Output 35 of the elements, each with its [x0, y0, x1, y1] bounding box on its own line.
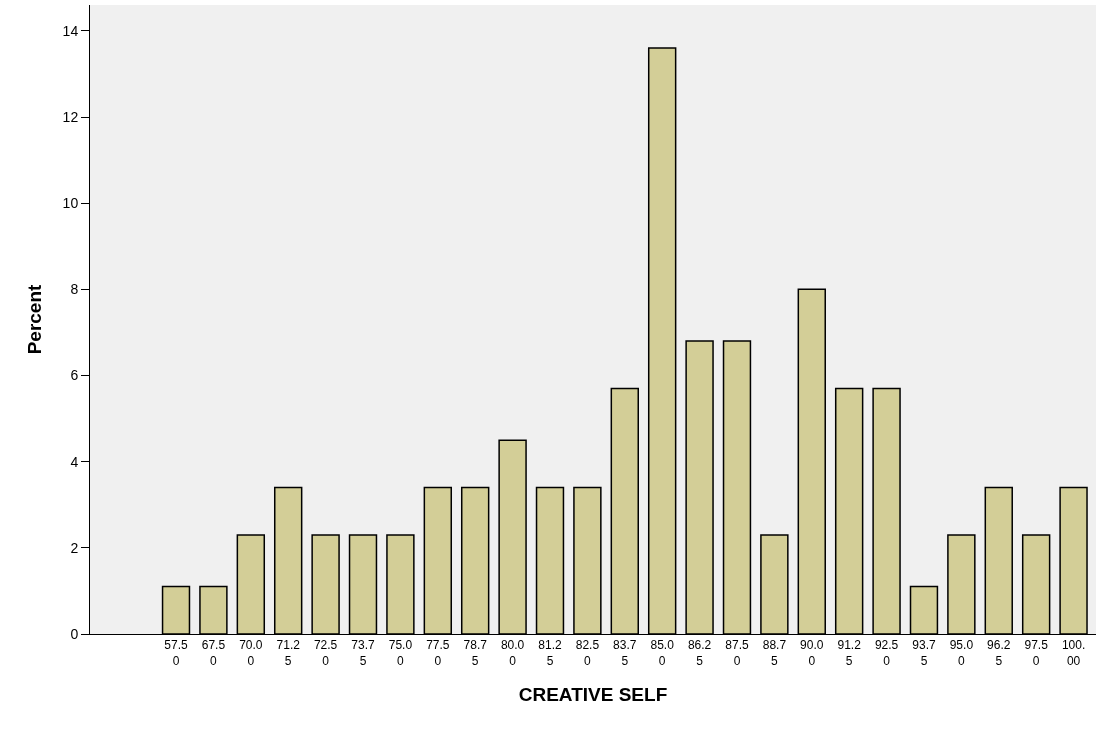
x-tick-label: 86.25	[687, 638, 712, 668]
x-tick-label: 75.00	[388, 638, 413, 668]
y-axis-title: Percent	[24, 283, 46, 355]
x-tick-label: 81.25	[538, 638, 562, 668]
y-tick-label: 6	[70, 367, 79, 384]
y-tick-label: 12	[62, 108, 79, 125]
x-tick-label: 73.75	[351, 638, 375, 668]
x-tick-label: 67.50	[201, 638, 226, 668]
x-tick-label: 70.00	[239, 638, 263, 668]
x-tick-label: 85.00	[650, 638, 675, 668]
x-tick-label: 91.25	[837, 638, 862, 668]
x-tick-label: 100.00	[1061, 638, 1086, 668]
x-tick-label: 92.50	[874, 638, 899, 668]
x-tick-label: 87.50	[725, 638, 749, 668]
x-tick-label: 88.75	[762, 638, 787, 668]
y-tick-label: 8	[70, 281, 79, 298]
x-tick-label: 96.25	[987, 638, 1011, 668]
x-tick-label: 83.75	[613, 638, 637, 668]
x-tick-label: 71.25	[276, 638, 301, 668]
x-tick-label: 93.75	[912, 638, 936, 668]
x-tick-label: 95.00	[949, 638, 974, 668]
y-tick-label: 2	[70, 539, 79, 556]
x-tick-label: 57.50	[164, 638, 189, 668]
x-tick-label: 97.50	[1024, 638, 1049, 668]
x-tick-label: 82.50	[575, 638, 600, 668]
y-tick-label: 0	[70, 625, 79, 642]
x-tick-label: 90.00	[800, 638, 824, 668]
x-tick-label: 78.75	[463, 638, 488, 668]
x-tick-label: 72.50	[313, 638, 338, 668]
y-tick-label: 10	[62, 195, 79, 212]
x-axis-title: CREATIVE SELF	[518, 683, 668, 705]
x-tick-label: 77.50	[426, 638, 450, 668]
x-tick-label: 80.00	[500, 638, 525, 668]
y-tick-label: 4	[70, 453, 79, 470]
y-tick-label: 14	[62, 22, 79, 39]
